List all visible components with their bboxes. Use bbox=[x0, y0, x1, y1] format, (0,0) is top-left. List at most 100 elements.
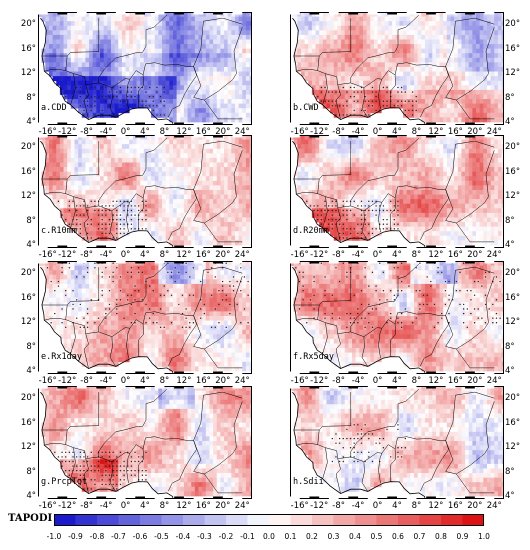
grid-cell bbox=[180, 89, 185, 95]
grid-cell bbox=[406, 21, 411, 27]
significance-dot bbox=[79, 228, 82, 230]
grid-cell bbox=[395, 16, 400, 22]
grid-cell bbox=[362, 144, 367, 150]
grid-cell bbox=[216, 222, 221, 228]
grid-cell bbox=[110, 226, 115, 232]
grid-cell bbox=[180, 117, 185, 123]
grid-cell bbox=[59, 162, 64, 168]
grid-cell bbox=[428, 39, 433, 45]
grid-cell bbox=[238, 235, 243, 241]
grid-cell bbox=[96, 194, 101, 200]
grid-cell bbox=[319, 39, 324, 45]
significance-dot bbox=[415, 95, 417, 98]
grid-cell bbox=[359, 185, 364, 191]
grid-cell bbox=[392, 34, 397, 40]
grid-cell bbox=[300, 176, 305, 182]
grid-cell bbox=[118, 167, 123, 173]
grid-cell bbox=[202, 148, 207, 154]
grid-cell bbox=[216, 62, 221, 68]
significance-dot bbox=[134, 214, 136, 216]
grid-cell bbox=[311, 39, 316, 45]
grid-cell bbox=[326, 157, 331, 163]
grid-cell bbox=[151, 226, 156, 232]
grid-cell bbox=[388, 66, 393, 72]
grid-cell bbox=[191, 39, 196, 45]
grid-cell bbox=[245, 25, 250, 31]
grid-cell bbox=[410, 167, 415, 173]
grid-cell bbox=[114, 139, 119, 145]
grid-cell bbox=[67, 180, 72, 186]
grid-cell bbox=[245, 208, 250, 214]
grid-cell bbox=[180, 231, 185, 237]
grid-cell bbox=[359, 167, 364, 173]
grid-cell bbox=[183, 217, 188, 223]
grid-cell bbox=[348, 44, 353, 50]
grid-cell bbox=[392, 30, 397, 36]
grid-cell bbox=[428, 139, 433, 145]
grid-cell bbox=[319, 76, 324, 82]
grid-cell bbox=[187, 231, 192, 237]
grid-cell bbox=[191, 34, 196, 40]
country-border bbox=[142, 137, 168, 176]
grid-cell bbox=[125, 189, 130, 195]
grid-cell bbox=[172, 30, 178, 36]
grid-cell bbox=[191, 44, 196, 50]
grid-cell bbox=[406, 62, 411, 68]
grid-cell bbox=[293, 139, 298, 145]
grid-cell bbox=[216, 71, 221, 77]
grid-cell bbox=[494, 139, 499, 145]
grid-cell bbox=[183, 135, 188, 140]
grid-cell bbox=[304, 176, 309, 182]
grid-cell bbox=[454, 25, 459, 31]
grid-cell bbox=[227, 30, 232, 36]
grid-cell bbox=[293, 53, 298, 59]
lon-tick-label: 4° bbox=[392, 127, 402, 137]
grid-cell bbox=[158, 226, 163, 232]
grid-cell bbox=[406, 112, 411, 118]
grid-cell bbox=[395, 94, 400, 100]
grid-cell bbox=[129, 135, 134, 140]
grid-cell bbox=[234, 171, 240, 177]
grid-cell bbox=[92, 176, 97, 182]
grid-cell bbox=[191, 176, 196, 182]
grid-cell bbox=[352, 194, 357, 200]
grid-cell bbox=[308, 21, 313, 27]
grid-cell bbox=[435, 139, 440, 145]
grid-cell bbox=[381, 94, 386, 100]
grid-cell bbox=[439, 157, 444, 163]
grid-cell bbox=[169, 148, 174, 154]
grid-cell bbox=[169, 66, 174, 72]
grid-cell bbox=[311, 66, 316, 72]
grid-cell bbox=[454, 148, 459, 154]
grid-cell bbox=[143, 176, 148, 182]
grid-cell bbox=[231, 231, 236, 237]
grid-cell bbox=[52, 148, 57, 154]
grid-cell bbox=[140, 53, 145, 59]
grid-cell bbox=[205, 16, 210, 22]
grid-cell bbox=[300, 135, 305, 140]
grid-cell bbox=[205, 12, 210, 17]
grid-cell bbox=[242, 167, 247, 173]
grid-cell bbox=[497, 12, 502, 17]
grid-cell bbox=[322, 185, 327, 191]
grid-cell bbox=[443, 167, 448, 173]
grid-cell bbox=[461, 76, 466, 82]
significance-dot bbox=[119, 86, 122, 89]
grid-cell bbox=[209, 71, 214, 77]
grid-cell bbox=[403, 185, 408, 191]
grid-cell bbox=[89, 44, 94, 50]
grid-cell bbox=[100, 62, 105, 68]
grid-cell bbox=[147, 89, 152, 95]
grid-cell bbox=[220, 180, 225, 186]
significance-dot bbox=[145, 100, 147, 102]
grid-cell bbox=[373, 21, 378, 27]
grid-cell bbox=[344, 71, 349, 77]
grid-cell bbox=[231, 222, 236, 228]
grid-cell bbox=[432, 180, 437, 186]
grid-cell bbox=[366, 94, 371, 100]
grid-cell bbox=[468, 30, 473, 36]
grid-cell bbox=[187, 108, 192, 114]
grid-cell bbox=[169, 21, 174, 27]
grid-cell bbox=[74, 44, 79, 50]
grid-cell bbox=[107, 57, 112, 63]
